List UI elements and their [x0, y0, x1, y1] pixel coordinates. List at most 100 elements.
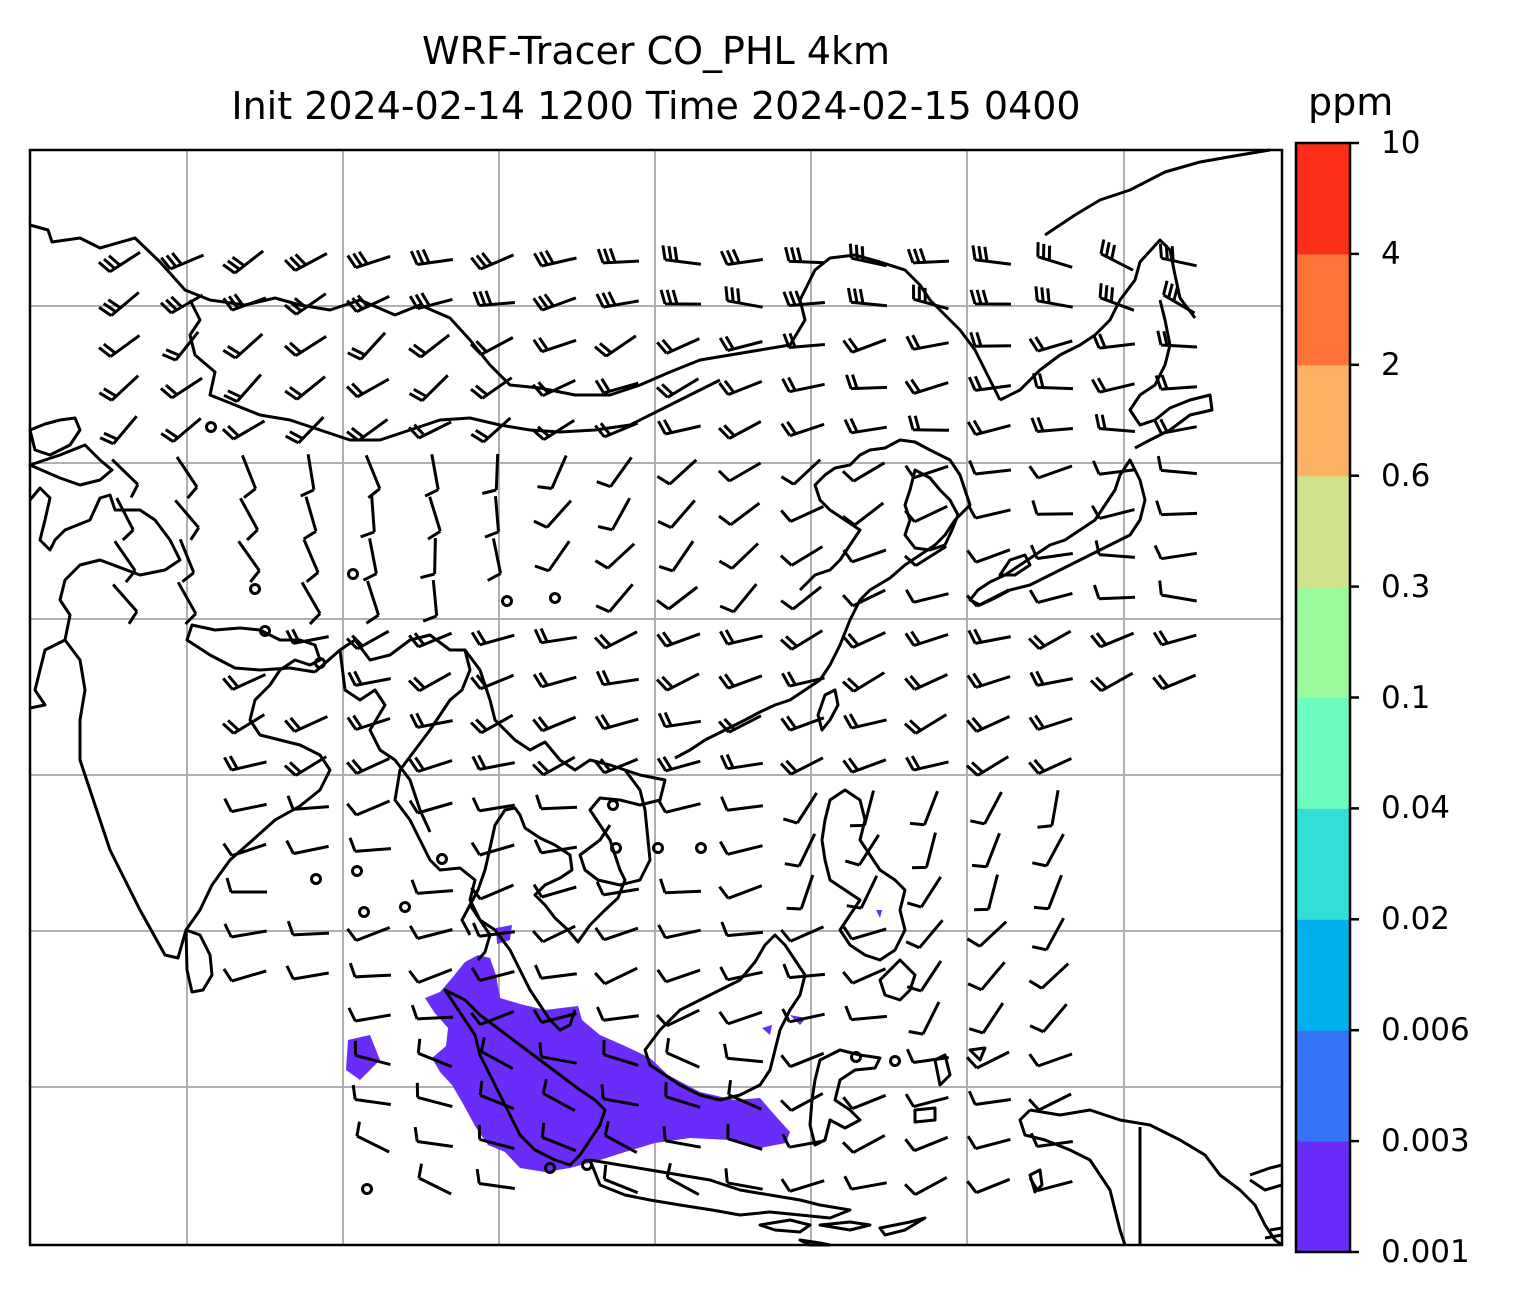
- wind-barb: [904, 464, 949, 480]
- wind-barb: [160, 417, 202, 443]
- wind-barb: [365, 580, 380, 625]
- wind-barb: [907, 415, 950, 432]
- wind-barb: [300, 581, 322, 626]
- wind-barb: [594, 757, 639, 775]
- wind-barb: [113, 540, 137, 584]
- wind-barb: [407, 420, 452, 440]
- wind-barb: [906, 248, 950, 265]
- wind-barb: [842, 501, 885, 527]
- wind-barb: [904, 673, 949, 691]
- wind-barb: [532, 672, 577, 689]
- chart-title-line2: Init 2024-02-14 1200 Time 2024-02-15 040…: [231, 84, 1081, 128]
- wind-barb: [408, 333, 451, 359]
- wind-barb: [478, 1080, 515, 1111]
- coastline-java: [588, 1158, 852, 1220]
- wind-barb: [160, 252, 205, 271]
- wind-barb: [221, 713, 266, 735]
- wind-barb: [779, 756, 824, 776]
- coastline-korea: [903, 468, 960, 552]
- wind-barb: [471, 754, 515, 771]
- wind-barb: [593, 966, 638, 986]
- wind-barb: [355, 1121, 390, 1154]
- wind-barb: [656, 337, 701, 355]
- colorbar-unit-label: ppm: [1308, 80, 1394, 124]
- wind-barb: [903, 545, 948, 567]
- coastline-sumatra: [443, 988, 607, 1167]
- wind-barb: [1031, 833, 1065, 868]
- wind-barb: [661, 245, 702, 266]
- wind-barb: [967, 375, 1012, 392]
- wind-barb: [596, 456, 633, 489]
- wind-barb: [1092, 460, 1136, 476]
- wind-barb: [718, 884, 763, 900]
- coastline-china-east: [674, 438, 972, 760]
- wind-barb: [846, 875, 879, 910]
- wind-barb: [111, 458, 140, 499]
- wind-barb: [1028, 336, 1073, 353]
- wind-barb: [966, 1135, 1011, 1151]
- colorbar-tick-label: 4: [1381, 235, 1401, 272]
- wind-barb: [1028, 962, 1070, 990]
- wind-barb: [596, 1006, 639, 1022]
- wind-barb: [1028, 757, 1073, 775]
- wind-barb: [531, 378, 576, 398]
- wind-barb: [782, 792, 818, 825]
- wind-barb: [176, 581, 198, 626]
- coastline-myanmar: [338, 649, 432, 833]
- wind-barb: [595, 583, 634, 614]
- wind-barb: [475, 1168, 516, 1190]
- colorbar-segment: [1296, 1030, 1350, 1142]
- wind-barb: [345, 377, 390, 399]
- wind-barb: [600, 1084, 639, 1107]
- wind-barb: [786, 874, 815, 911]
- wind-barb: [720, 921, 764, 938]
- chart-title-line1: WRF-Tracer CO_PHL 4km: [422, 29, 890, 73]
- coastline-central-asia: [29, 223, 1002, 401]
- wind-barb: [908, 1001, 941, 1036]
- wind-barb: [657, 711, 702, 729]
- wind-barb: [538, 1042, 577, 1065]
- calm-marker: [436, 853, 448, 865]
- wind-barb: [346, 714, 391, 731]
- wind-barb: [595, 881, 640, 897]
- wind-barb: [842, 1093, 887, 1111]
- colorbar-tick-label: 2: [1381, 346, 1401, 383]
- wind-barb: [1094, 413, 1136, 433]
- wind-barb: [351, 1084, 392, 1106]
- colorbar-tick-label: 0.04: [1381, 790, 1451, 827]
- wind-barb: [532, 293, 577, 312]
- wind-barb: [533, 839, 578, 855]
- wind-barb: [971, 245, 1012, 266]
- calm-marker: [549, 592, 561, 604]
- wind-barb: [967, 1090, 1012, 1106]
- calm-marker: [358, 906, 370, 918]
- wind-barb: [965, 1050, 1010, 1070]
- wind-barb: [782, 332, 826, 349]
- coastline-indochina: [460, 649, 667, 944]
- wind-barb: [175, 456, 199, 500]
- wind-barb: [285, 965, 329, 981]
- wind-barb: [906, 960, 943, 993]
- wind-barb: [1028, 714, 1073, 731]
- wind-barb: [780, 715, 825, 732]
- wind-barb: [115, 497, 135, 542]
- wind-barb: [718, 840, 763, 856]
- wind-barb: [603, 1120, 638, 1154]
- wind-barb: [965, 588, 1010, 608]
- wind-barb: [99, 415, 138, 446]
- wind-barb: [159, 376, 203, 400]
- wind-barb: [221, 419, 266, 441]
- wind-barb: [1152, 630, 1197, 647]
- wind-barb: [537, 454, 568, 490]
- wind-barb: [1158, 243, 1197, 268]
- wind-barb: [843, 417, 888, 435]
- wind-barb: [1032, 372, 1074, 391]
- wind-barb: [286, 920, 330, 937]
- wind-barb: [1098, 283, 1135, 312]
- wind-barb: [1029, 670, 1073, 687]
- wind-barb: [470, 883, 515, 901]
- coastline-far-east-russia: [999, 148, 1271, 450]
- wind-barb: [966, 548, 1011, 564]
- wind-barb: [237, 540, 261, 583]
- wind-barb: [842, 926, 887, 941]
